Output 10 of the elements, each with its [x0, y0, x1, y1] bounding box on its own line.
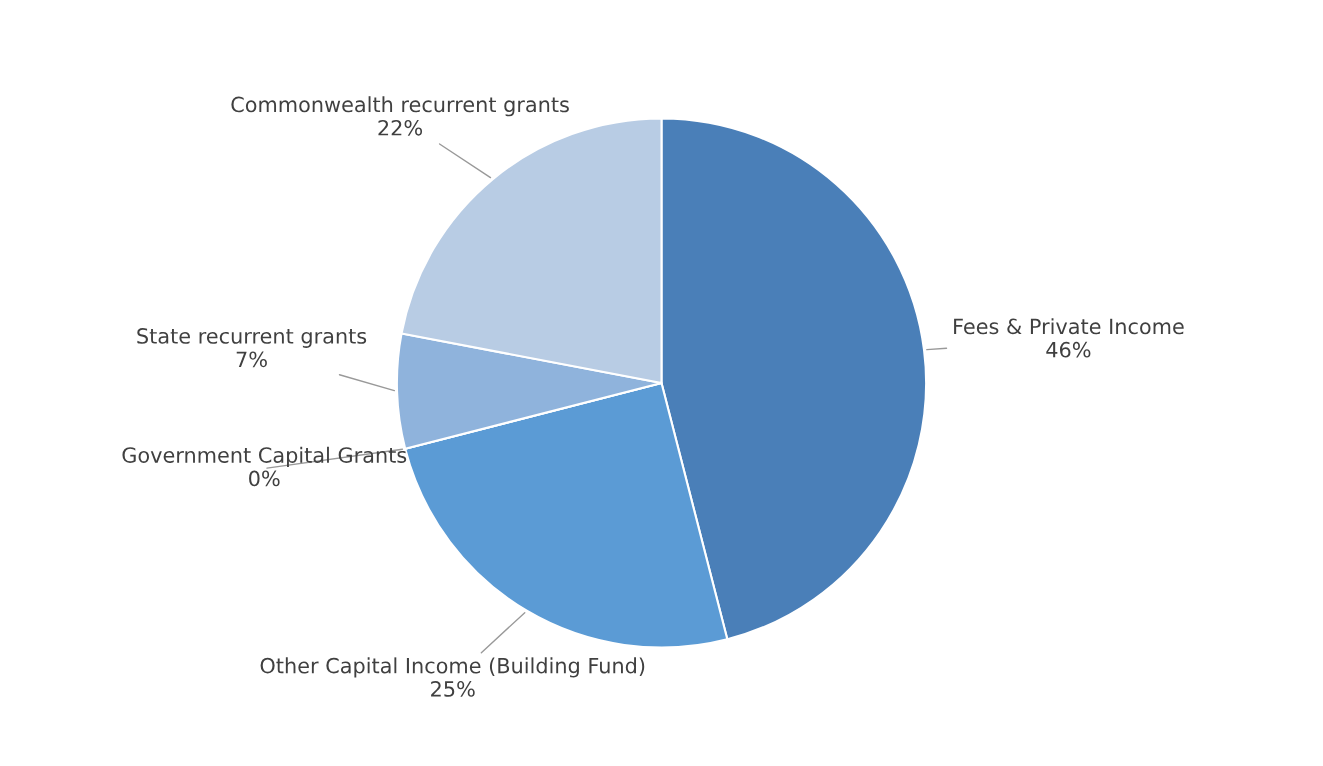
text: 0%: [249, 470, 280, 487]
slice-label: Other Capital Income (Building Fund): [260, 657, 645, 678]
data-label: 7%: [236, 351, 267, 368]
data-label: 22%: [378, 119, 423, 136]
category-label: Government Capital Grants: [122, 446, 407, 467]
slice-label: Fees & Private Income: [954, 318, 1184, 335]
slice-label: Commonwealth recurrent grants: [231, 96, 569, 117]
slice-label: State recurrent grants: [137, 328, 367, 348]
data-label: 46%: [1046, 341, 1091, 358]
data-label: 25%: [431, 681, 475, 697]
